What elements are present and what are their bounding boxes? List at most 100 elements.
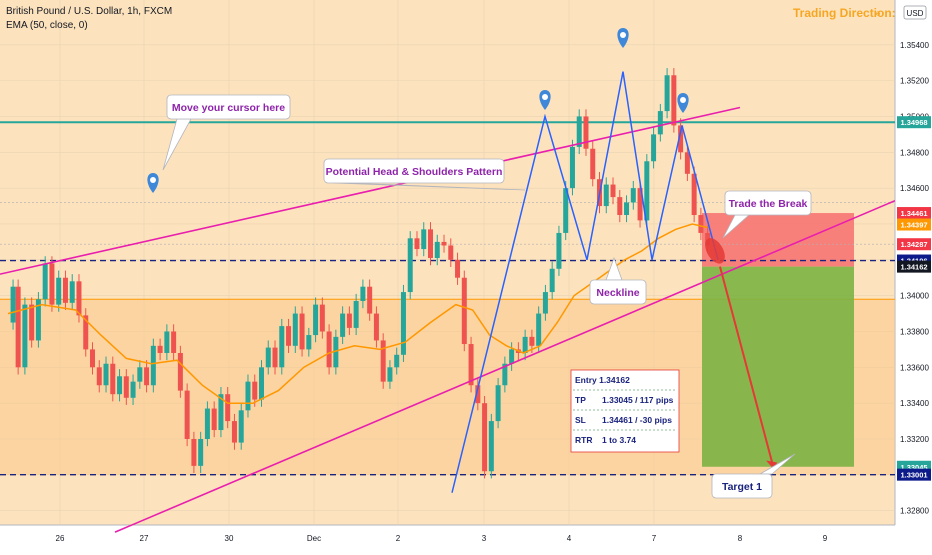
indicator-label: EMA (50, close, 0) (6, 20, 88, 31)
candle-body (76, 281, 82, 316)
candle-body (238, 410, 244, 443)
candle-body (103, 363, 109, 386)
candle-body (373, 313, 379, 341)
candle-body (434, 241, 440, 259)
candle-body (204, 408, 210, 439)
callout-box (724, 190, 812, 216)
candle-body (252, 381, 258, 400)
candle-body (319, 304, 325, 332)
candle-body (630, 188, 636, 203)
ema-layer (7, 223, 708, 404)
candle-body (407, 238, 413, 293)
trade-info-box: Entry 1.34162 TP 1.33045 / 117 pips SL 1.344… (570, 369, 680, 453)
candle-body (313, 304, 319, 336)
price-label-badge (897, 238, 931, 251)
candle-body (380, 340, 386, 382)
double-chevron-icon: » (874, 6, 881, 20)
candle-body (171, 331, 177, 353)
price-label-text: 1.34397 (900, 221, 927, 230)
candle-body (191, 438, 197, 466)
time-tick-label: 4 (567, 534, 572, 543)
time-tick-label: 3 (482, 534, 487, 543)
candle-body (272, 347, 278, 368)
candle-body (96, 367, 102, 386)
candle-body (684, 152, 690, 174)
candle-body (637, 188, 643, 221)
candle-body (10, 286, 16, 323)
candle-body (678, 125, 684, 153)
candle-body (441, 241, 447, 246)
map-pin-icon (617, 28, 629, 48)
candle-body (488, 421, 494, 472)
candle-body (211, 408, 217, 431)
price-label-text: 1.34968 (900, 118, 927, 127)
ema-line (7, 223, 708, 404)
candle-body (475, 385, 481, 404)
candle-body (157, 345, 163, 353)
break-marker (705, 238, 725, 264)
price-axis-background[interactable] (895, 0, 932, 550)
upper-trendline (0, 106, 741, 275)
candle-body (644, 161, 650, 221)
candle-body (117, 376, 123, 395)
pin-hole (150, 177, 156, 183)
pin-hole (620, 32, 626, 38)
price-tick-label: 1.33200 (900, 435, 929, 444)
candle-body (590, 148, 596, 180)
candle-body (549, 268, 555, 293)
map-pin-icon (147, 173, 159, 193)
candle-body (502, 363, 508, 386)
candle-body (448, 245, 454, 260)
candle-body (556, 232, 562, 269)
time-tick-label: 27 (140, 534, 149, 543)
price-tick-label: 1.34600 (900, 184, 929, 193)
price-label-badge (897, 260, 931, 273)
candle-body (164, 331, 170, 353)
candle-body (245, 381, 251, 411)
candle-body (299, 313, 305, 350)
price-label-badge (897, 218, 931, 231)
candle-body (624, 202, 630, 216)
candle-body (360, 286, 366, 302)
candle-body (400, 292, 406, 355)
candle-body (691, 173, 697, 216)
time-axis[interactable]: 26 27 30 Dec 2 3 4 7 8 9 (56, 534, 828, 543)
candle-body (333, 336, 339, 368)
time-tick-label: 7 (652, 534, 657, 543)
candle-body (259, 367, 264, 400)
candle-body (353, 301, 359, 328)
price-tick-label: 1.34800 (900, 148, 929, 157)
candle-body (482, 403, 488, 472)
price-tick-label: 1.33600 (900, 363, 929, 372)
map-pin-icon (677, 93, 689, 113)
candle-body (495, 385, 501, 422)
candle-body (610, 184, 616, 198)
candle-body (184, 390, 190, 439)
candle-body (150, 345, 156, 386)
time-tick-label: 2 (396, 534, 401, 543)
candle-body (542, 292, 548, 314)
currency-badge[interactable] (903, 5, 927, 20)
candle-body (130, 381, 136, 398)
candle-body (367, 286, 373, 314)
callout-box (711, 473, 773, 499)
candle-body (326, 331, 332, 368)
trade-row-value: 1.33045 / 117 pips (602, 395, 674, 405)
candle-body (69, 281, 75, 303)
candle-body (42, 263, 48, 300)
callout-trade-break: Trade the Break (722, 190, 812, 239)
callout-text: Target 1 (722, 481, 762, 493)
candle-body (583, 116, 589, 149)
candle-body (509, 349, 515, 364)
pin-hole (680, 97, 686, 103)
time-axis-background[interactable] (0, 525, 895, 550)
head-shoulders-pattern (451, 71, 719, 493)
callout-box (166, 94, 291, 120)
price-tick-label: 1.32800 (900, 507, 929, 516)
candle-body (664, 75, 670, 112)
time-tick-label: 30 (225, 534, 234, 543)
candle-body (137, 367, 143, 382)
callout-target: Target 1 (711, 453, 796, 499)
candle-body (279, 326, 285, 368)
